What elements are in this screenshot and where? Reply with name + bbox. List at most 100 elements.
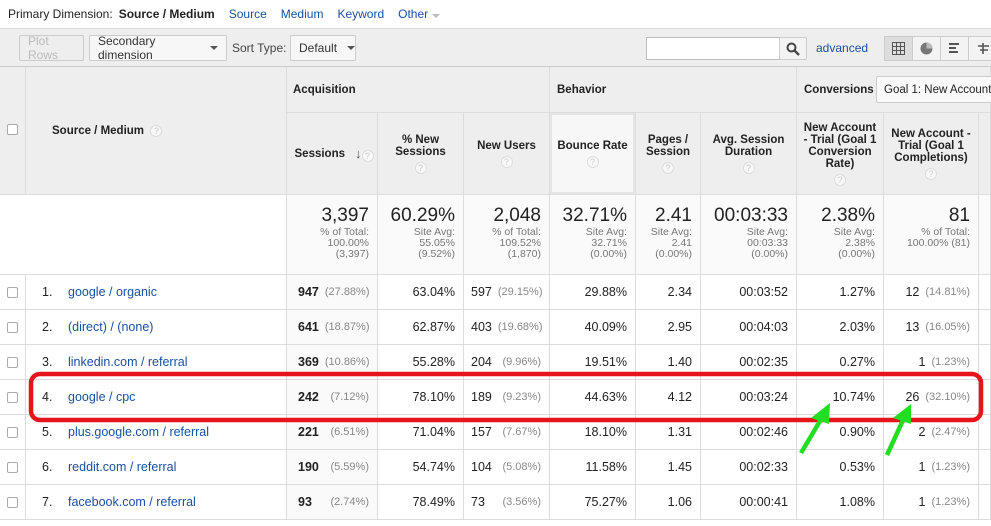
sessions-cell: 190 (5.59%) — [287, 450, 378, 485]
completions-percent: (32.10%) — [925, 391, 970, 403]
row-checkbox[interactable] — [7, 391, 18, 403]
completions-value: 12 — [905, 285, 920, 299]
new-sessions-cell: 55.28% — [378, 345, 464, 380]
column-header-conversion-rate[interactable]: New Account - Trial (Goal 1 Conversion R… — [797, 113, 884, 195]
row-checkbox[interactable] — [7, 426, 18, 438]
new-users-percent: (3.56%) — [502, 496, 541, 508]
partial-cell — [979, 345, 991, 380]
duration-cell: 00:04:03 — [701, 310, 797, 345]
completions-value: 26 — [905, 390, 920, 404]
dimension-source-link[interactable]: Source — [228, 7, 267, 21]
table-search-input[interactable] — [646, 37, 780, 60]
conversion-rate-cell: 1.08% — [797, 485, 884, 520]
search-button[interactable] — [779, 37, 807, 60]
secondary-dimension-dropdown[interactable]: Secondary dimension — [89, 34, 227, 62]
sessions-value: 641 — [298, 320, 319, 334]
bounce-rate-cell: 44.63% — [550, 380, 636, 415]
row-number: 4. — [42, 390, 53, 404]
bar-icon[interactable] — [941, 37, 969, 60]
sort-type-dropdown[interactable]: Default — [290, 35, 356, 61]
row-checkbox[interactable] — [7, 286, 18, 298]
duration-cell: 00:02:35 — [701, 345, 797, 380]
grid-icon[interactable] — [885, 37, 913, 60]
sessions-percent: (5.59%) — [330, 461, 369, 473]
partial-cell — [979, 310, 991, 345]
source-medium-link[interactable]: plus.google.com / referral — [68, 425, 210, 439]
sessions-percent: (2.74%) — [330, 496, 369, 508]
partial-cell — [979, 485, 991, 520]
plot-rows-button[interactable]: Plot Rows — [19, 34, 84, 62]
help-icon[interactable]: ? — [742, 161, 755, 174]
help-icon[interactable]: ? — [414, 161, 427, 174]
column-header-bounce-rate[interactable]: Bounce Rate? — [550, 113, 636, 195]
row-checkbox-cell — [0, 450, 26, 485]
row-dimension-cell: 7. facebook.com / referral — [26, 485, 287, 520]
new-users-value: 403 — [471, 320, 492, 334]
new-users-percent: (9.96%) — [502, 356, 541, 368]
new-users-value: 189 — [471, 390, 492, 404]
column-header-sessions[interactable]: Sessions ↓? — [287, 113, 378, 195]
completions-value: 1 — [918, 355, 926, 369]
dimension-other-dropdown[interactable]: Other — [398, 7, 441, 21]
new-users-cell: 157 (7.67%) — [464, 415, 550, 450]
row-dimension-cell: 4. google / cpc — [26, 380, 287, 415]
row-checkbox[interactable] — [7, 461, 18, 473]
total-detail: (1,870) — [507, 248, 541, 260]
row-number: 2. — [42, 320, 53, 334]
pages-session-cell: 1.06 — [636, 485, 701, 520]
help-icon[interactable]: ? — [361, 149, 374, 162]
conversion-rate-cell: 2.03% — [797, 310, 884, 345]
source-medium-link[interactable]: (direct) / (none) — [68, 320, 154, 334]
select-all-checkbox[interactable] — [7, 124, 18, 135]
column-header-avg-session-duration[interactable]: Avg. Session Duration? — [701, 113, 797, 195]
new-sessions-cell: 78.49% — [378, 485, 464, 520]
help-icon[interactable]: ? — [150, 124, 163, 137]
completions-value: 1 — [918, 460, 926, 474]
help-icon[interactable]: ? — [662, 161, 674, 174]
dimension-medium-link[interactable]: Medium — [280, 7, 324, 21]
goal-select-dropdown[interactable]: Goal 1: New Account - — [876, 76, 991, 103]
source-medium-link[interactable]: facebook.com / referral — [68, 495, 196, 509]
totals-label-cell — [0, 195, 287, 275]
row-checkbox-cell — [0, 485, 26, 520]
column-header-label: Avg. Session Duration — [712, 133, 785, 158]
column-header-pages-per-session[interactable]: Pages / Session? — [636, 113, 701, 195]
total-label: % of Total: — [492, 226, 541, 238]
pie-icon[interactable] — [913, 37, 941, 60]
help-icon[interactable]: ? — [925, 167, 937, 180]
bounce-rate-cell: 29.88% — [550, 275, 636, 310]
row-dimension-cell: 2. (direct) / (none) — [26, 310, 287, 345]
completions-cell: 26 (32.10%) — [884, 380, 979, 415]
chevron-down-icon — [347, 46, 356, 50]
column-header-new-sessions[interactable]: % New Sessions? — [378, 113, 464, 195]
new-users-cell: 189 (9.23%) — [464, 380, 550, 415]
source-medium-link[interactable]: google / cpc — [68, 390, 136, 404]
completions-value: 1 — [918, 495, 926, 509]
row-checkbox[interactable] — [7, 496, 18, 508]
pivot-icon[interactable] — [969, 37, 991, 60]
row-checkbox[interactable] — [7, 356, 18, 368]
dimension-header[interactable]: Source / Medium ? — [26, 67, 287, 195]
source-medium-link[interactable]: reddit.com / referral — [68, 460, 177, 474]
dimension-keyword-link[interactable]: Keyword — [337, 7, 385, 21]
help-icon[interactable]: ? — [500, 155, 513, 168]
sessions-cell: 93 (2.74%) — [287, 485, 378, 520]
advanced-link[interactable]: advanced — [816, 41, 869, 55]
row-number: 1. — [42, 285, 53, 299]
total-label: Site Avg: — [746, 226, 788, 238]
help-icon[interactable]: ? — [834, 173, 846, 186]
new-users-value: 204 — [471, 355, 492, 369]
row-dimension-cell: 5. plus.google.com / referral — [26, 415, 287, 450]
total-value: 60.29% — [390, 205, 455, 226]
source-medium-link[interactable]: linkedin.com / referral — [68, 355, 188, 369]
source-medium-link[interactable]: google / organic — [68, 285, 157, 299]
column-header-new-users[interactable]: New Users? — [464, 113, 550, 195]
column-header-completions[interactable]: New Account - Trial (Goal 1 Completions)… — [884, 113, 979, 195]
conversion-rate-cell: 0.27% — [797, 345, 884, 380]
new-users-value: 73 — [471, 495, 485, 509]
row-checkbox[interactable] — [7, 321, 18, 333]
total-detail: 55.05% — [419, 237, 455, 249]
total-detail: 2.38% — [845, 237, 875, 249]
help-icon[interactable]: ? — [586, 155, 599, 168]
total-label: Site Avg: — [585, 226, 627, 238]
